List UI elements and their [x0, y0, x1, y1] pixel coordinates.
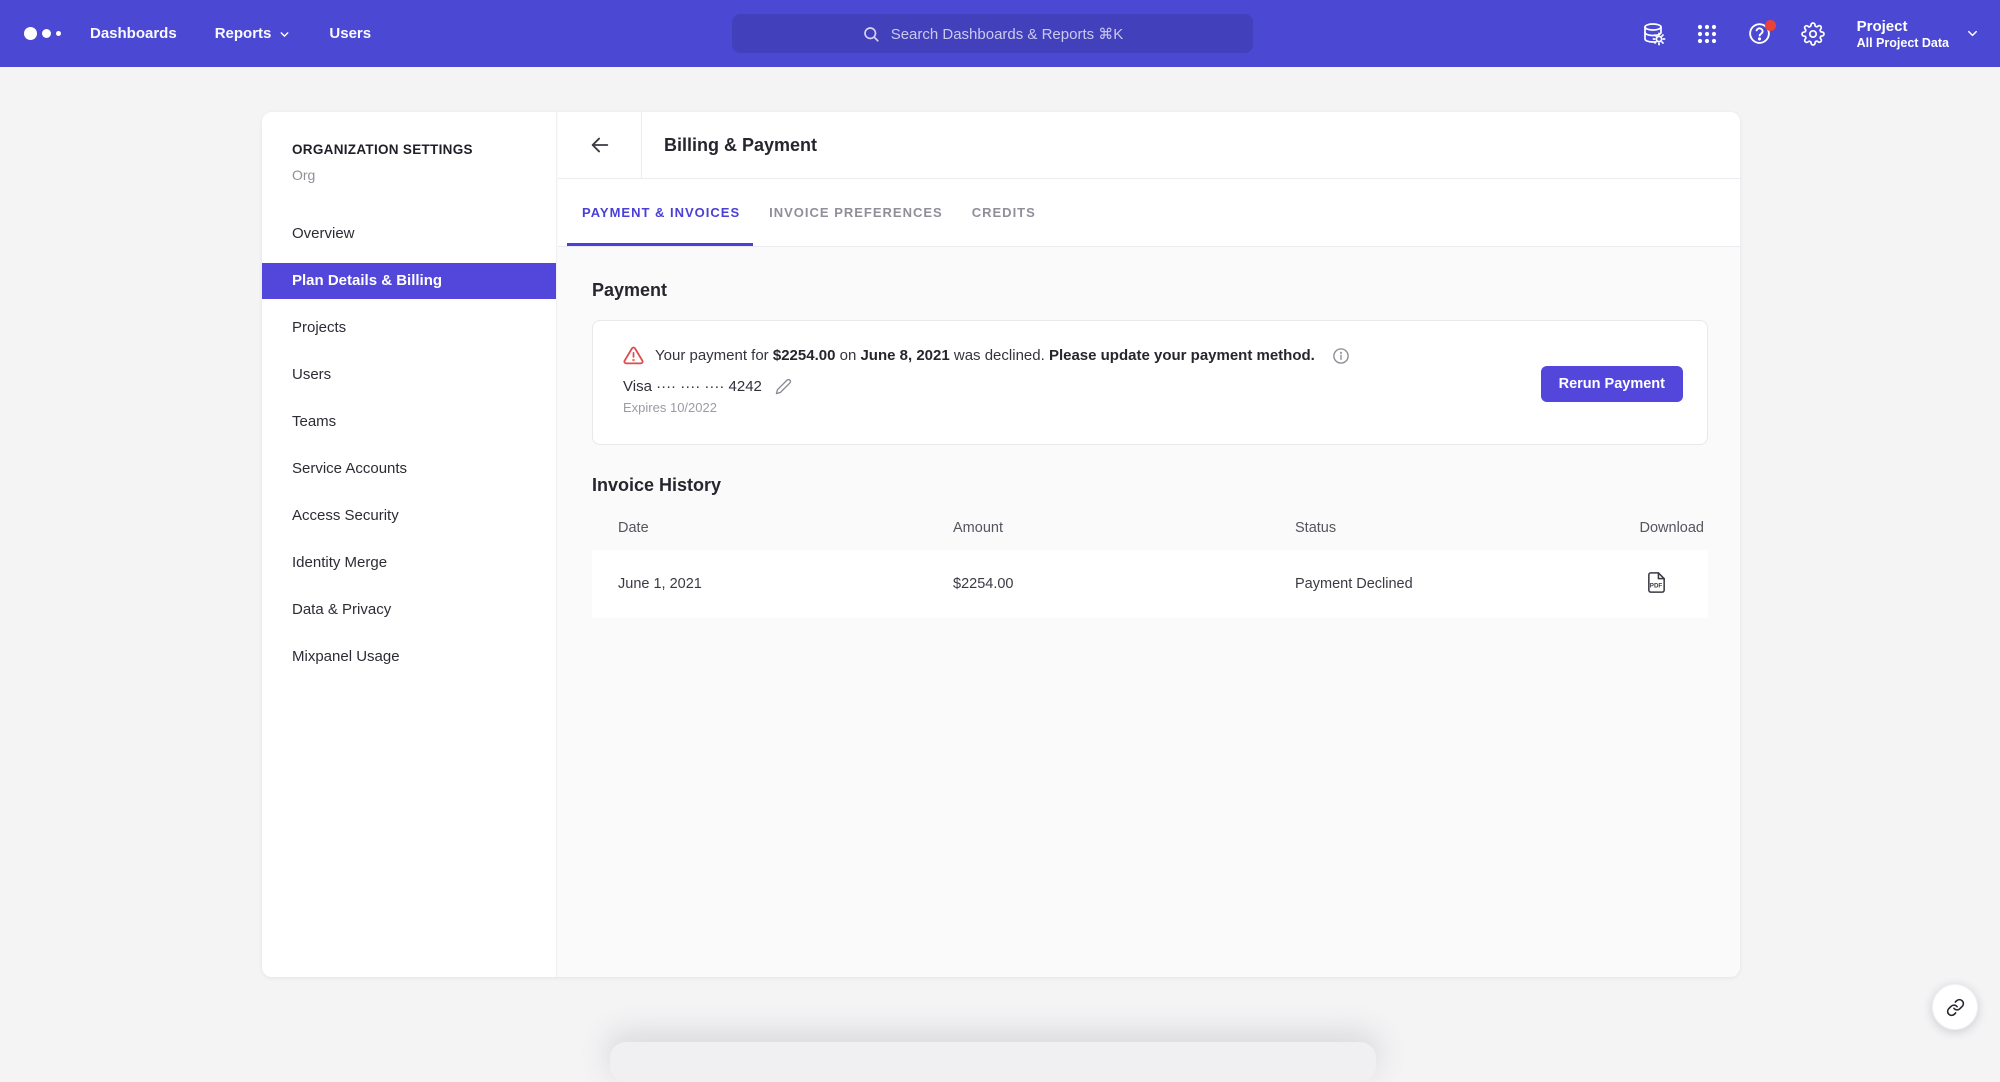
sidebar-item-overview[interactable]: Overview: [292, 225, 355, 242]
invoice-date-cell: June 1, 2021: [618, 576, 702, 592]
download-pdf-button[interactable]: PDF: [1645, 571, 1668, 597]
link-icon: [1946, 998, 1964, 1016]
info-icon: [1333, 347, 1349, 364]
project-label: Project: [1856, 17, 1908, 35]
mixpanel-logo[interactable]: [24, 0, 61, 67]
sidebar-item-teams[interactable]: Teams: [292, 413, 337, 430]
settings-panel: ORGANIZATION SETTINGS Org Overview Plan …: [262, 112, 1740, 977]
card-expiry: Expires 10/2022: [623, 400, 717, 415]
toast-shadow: [610, 1042, 1376, 1082]
data-management-button[interactable]: [1634, 14, 1674, 54]
help-icon: [1749, 23, 1770, 44]
billing-tabs: PAYMENT & INVOICES INVOICE PREFERENCES C…: [558, 179, 1740, 247]
settings-gear-icon: [1800, 21, 1825, 46]
nav-item-label: Reports: [214, 25, 272, 42]
org-settings-sidebar: ORGANIZATION SETTINGS Org Overview Plan …: [262, 112, 557, 977]
logo-dot: [56, 31, 61, 36]
nav-actions: Project All Project Data: [1621, 0, 1980, 67]
nav-item-dashboards[interactable]: Dashboards: [90, 25, 177, 42]
info-tooltip-button[interactable]: [1332, 347, 1350, 365]
sidebar-item-service-accounts[interactable]: Service Accounts: [292, 460, 408, 477]
apps-grid-button[interactable]: [1687, 14, 1727, 54]
page-title: Billing & Payment: [664, 134, 818, 155]
pdf-file-icon: PDF: [1648, 571, 1665, 593]
nav-menu: Dashboards Reports Users: [90, 0, 371, 67]
tab-content: Payment Your payment for $2254.00 on Jun…: [558, 247, 1740, 977]
svg-text:PDF: PDF: [1650, 582, 1663, 589]
chevron-down-icon: [280, 32, 289, 37]
sidebar-item-projects[interactable]: Projects: [292, 319, 347, 336]
column-header-amount: Amount: [953, 520, 1003, 536]
column-header-status: Status: [1295, 520, 1337, 536]
notification-badge: [1764, 19, 1776, 31]
column-header-download: Download: [1639, 520, 1705, 536]
tab-invoice-preferences[interactable]: INVOICE PREFERENCES: [768, 179, 944, 246]
global-search-input[interactable]: Search Dashboards & Reports ⌘K: [732, 14, 1253, 53]
logo-dot: [24, 27, 37, 40]
sidebar-item-mixpanel-usage[interactable]: Mixpanel Usage: [292, 648, 400, 665]
payment-method-row: Visa ···· ···· ···· 4242: [623, 378, 1527, 395]
billing-main: Billing & Payment PAYMENT & INVOICES INV…: [558, 112, 1740, 977]
project-switcher[interactable]: Project All Project Data: [1857, 17, 1980, 51]
search-placeholder: Search Dashboards & Reports ⌘K: [890, 25, 1124, 43]
card-number: Visa ···· ···· ···· 4242: [623, 378, 762, 395]
project-name: All Project Data: [1856, 35, 1949, 50]
tab-payment-invoices[interactable]: PAYMENT & INVOICES: [566, 179, 754, 246]
sidebar-nav: Overview Plan Details & Billing Projects…: [262, 216, 556, 675]
nav-item-reports[interactable]: Reports: [215, 25, 292, 42]
pencil-edit-icon: [775, 378, 791, 395]
alert-text: Your payment for $2254.00 on June 8, 202…: [655, 347, 1315, 364]
table-row: June 1, 2021 $2254.00 Payment Declined P…: [592, 550, 1708, 618]
payment-declined-alert: Your payment for $2254.00 on June 8, 202…: [623, 345, 1527, 366]
rerun-payment-button[interactable]: Rerun Payment: [1540, 366, 1683, 402]
page-header: Billing & Payment: [558, 112, 1740, 179]
sidebar-item-identity-merge[interactable]: Identity Merge: [292, 554, 388, 571]
nav-item-users[interactable]: Users: [329, 25, 371, 42]
sidebar-item-users[interactable]: Users: [292, 366, 332, 383]
sidebar-item-access-security[interactable]: Access Security: [292, 507, 399, 524]
logo-dot: [42, 29, 51, 38]
nav-item-label: Dashboards: [90, 25, 177, 42]
column-header-date: Date: [618, 520, 649, 536]
back-button[interactable]: [558, 112, 642, 178]
chevron-down-icon: [1968, 30, 1977, 37]
invoice-history-title: Invoice History: [592, 475, 722, 495]
warning-triangle-icon: [623, 346, 644, 365]
invoice-table-header: Date Amount Status Download: [592, 506, 1708, 550]
invoice-status-cell: Payment Declined: [1295, 576, 1413, 592]
edit-card-button[interactable]: [775, 378, 792, 395]
org-name: Org: [292, 167, 316, 183]
nav-item-label: Users: [329, 25, 372, 42]
payment-card: Your payment for $2254.00 on June 8, 202…: [592, 320, 1708, 445]
help-button[interactable]: [1740, 14, 1780, 54]
apps-grid-icon: [1697, 24, 1716, 43]
search-icon: [863, 26, 879, 42]
invoice-amount-cell: $2254.00: [953, 576, 1014, 592]
arrow-left-icon: [591, 137, 608, 153]
copy-link-button[interactable]: [1932, 984, 1978, 1030]
data-management-icon: [1643, 22, 1666, 45]
sidebar-item-plan-details-billing[interactable]: Plan Details & Billing: [262, 263, 556, 299]
payment-section-title: Payment: [592, 280, 668, 300]
sidebar-section-title: ORGANIZATION SETTINGS: [292, 142, 473, 157]
settings-button[interactable]: [1793, 14, 1833, 54]
top-nav: Dashboards Reports Users Search Dashboar…: [0, 0, 2000, 67]
tab-credits[interactable]: CREDITS: [971, 179, 1037, 246]
sidebar-item-data-privacy[interactable]: Data & Privacy: [292, 601, 392, 618]
